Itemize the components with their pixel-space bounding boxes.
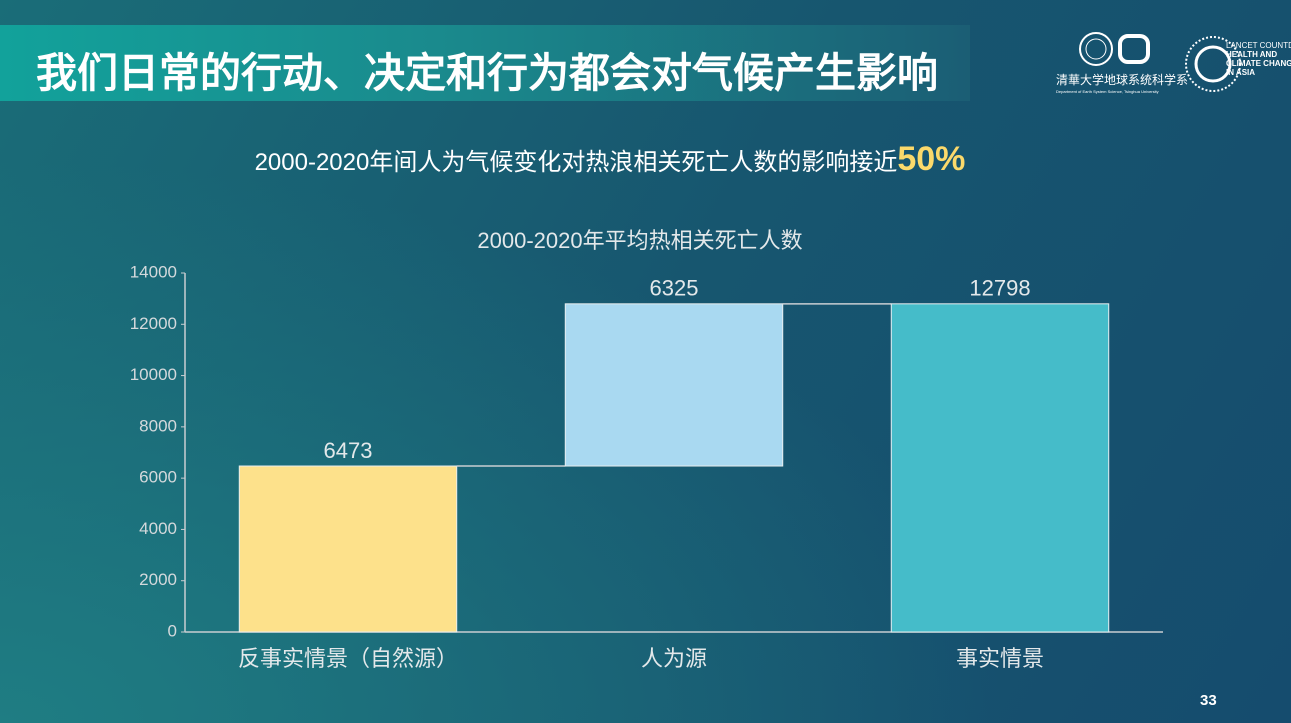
y-tick-label: 14000: [130, 262, 177, 281]
x-tick-label: 人为源: [641, 646, 707, 671]
logo-line: CLIMATE CHANGE: [1226, 59, 1291, 68]
logo-ring: [1185, 36, 1241, 92]
y-tick-label: 12000: [130, 314, 177, 333]
slide-title: 我们日常的行动、决定和行为都会对气候产生影响: [36, 50, 938, 96]
y-tick-label: 4000: [139, 519, 177, 538]
subtitle: 2000-2020年间人为气候变化对热浪相关死亡人数的影响接近50%: [0, 140, 1220, 179]
y-tick-label: 0: [168, 621, 177, 640]
logo-text: 清華大学地球系统科学系: [1056, 72, 1188, 87]
logo-seal: [1085, 38, 1107, 60]
logo-line: IN ASIA: [1226, 68, 1255, 77]
subtitle-highlight: 50%: [897, 140, 966, 178]
logos: 清華大学地球系统科学系 Department of Earth System S…: [1056, 32, 1291, 94]
value-label: 12798: [969, 276, 1030, 301]
logo-ring: [1194, 45, 1232, 83]
y-tick-label: 2000: [139, 570, 177, 589]
x-tick-label: 反事实情景（自然源）: [238, 646, 458, 671]
value-label: 6325: [650, 276, 699, 301]
logo-line: HEALTH AND: [1226, 50, 1277, 59]
x-tick-label: 事实情景: [956, 646, 1044, 671]
subtitle-text: 2000-2020年间人为气候变化对热浪相关死亡人数的影响接近: [254, 149, 898, 176]
bar: [238, 465, 458, 633]
logo-subtext: Department of Earth System Science, Tsin…: [1056, 89, 1159, 94]
y-tick-label: 8000: [139, 416, 177, 435]
logo-seal: [1079, 32, 1113, 66]
bar: [890, 303, 1110, 633]
logo-line: LANCET COUNTDOWN: [1226, 41, 1291, 50]
bar: [564, 303, 784, 467]
logo-mark: [1118, 34, 1150, 64]
title-bar: [0, 25, 970, 101]
value-label: 6473: [324, 438, 373, 463]
page-number: 33: [1200, 692, 1217, 709]
y-tick-label: 10000: [130, 365, 177, 384]
y-tick-label: 6000: [139, 468, 177, 487]
chart-title: 2000-2020年平均热相关死亡人数: [477, 228, 802, 253]
